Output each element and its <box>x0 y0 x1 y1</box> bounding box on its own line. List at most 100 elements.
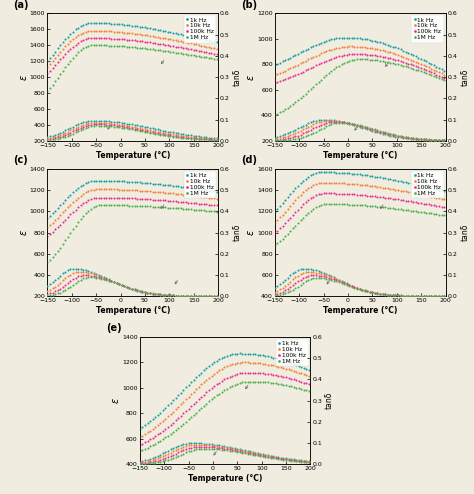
Point <box>177 451 185 458</box>
Point <box>338 118 346 125</box>
Point <box>276 290 284 298</box>
Point <box>386 291 394 299</box>
Point <box>438 292 446 300</box>
Point <box>213 391 220 399</box>
Point <box>433 210 440 218</box>
Point <box>356 123 363 131</box>
Point <box>361 55 368 63</box>
Point <box>264 453 272 461</box>
Point <box>162 127 169 135</box>
Point <box>105 277 113 285</box>
Point <box>190 46 197 54</box>
Point <box>364 125 371 133</box>
Point <box>328 67 335 75</box>
Point <box>149 129 156 137</box>
Point <box>226 351 233 359</box>
Point <box>305 387 313 395</box>
Point <box>292 126 299 134</box>
Point <box>371 203 379 210</box>
Point <box>440 292 448 300</box>
Point <box>218 388 226 396</box>
Point <box>200 186 208 194</box>
Point <box>102 27 110 35</box>
Point <box>154 411 162 419</box>
Point <box>77 272 84 280</box>
Point <box>113 42 120 50</box>
Point <box>203 441 210 449</box>
Point <box>177 130 184 138</box>
Point <box>340 118 348 126</box>
Point <box>180 130 187 138</box>
Point <box>361 287 368 294</box>
Point <box>404 134 412 142</box>
Point <box>353 180 361 188</box>
Point <box>85 267 92 275</box>
Point <box>72 268 79 276</box>
Point <box>92 273 100 281</box>
Point <box>120 282 128 290</box>
Point <box>369 127 376 135</box>
Point <box>412 135 419 143</box>
Point <box>325 168 333 176</box>
Point <box>397 187 404 195</box>
Point <box>440 77 448 84</box>
Point <box>208 292 215 300</box>
Point <box>49 81 56 88</box>
Point <box>200 53 208 61</box>
Point <box>144 428 151 436</box>
Point <box>110 194 118 202</box>
Point <box>298 385 305 393</box>
Point <box>382 47 389 55</box>
Point <box>159 189 166 197</box>
Point <box>95 271 102 279</box>
Point <box>420 68 428 76</box>
Point <box>276 281 284 288</box>
Point <box>297 179 304 187</box>
Point <box>95 272 102 280</box>
Point <box>100 275 108 283</box>
Point <box>74 273 82 281</box>
Point <box>51 288 59 295</box>
Point <box>177 43 184 51</box>
Point <box>138 446 146 454</box>
Point <box>366 36 374 44</box>
Point <box>417 60 425 68</box>
Point <box>180 292 187 300</box>
Point <box>420 65 428 73</box>
Point <box>415 292 422 300</box>
Point <box>62 126 69 134</box>
Point <box>210 292 218 300</box>
Point <box>284 285 292 293</box>
Point <box>180 38 187 46</box>
Point <box>280 454 287 462</box>
Point <box>182 292 190 300</box>
Point <box>307 275 315 283</box>
Point <box>202 134 210 142</box>
Point <box>126 178 133 186</box>
Point <box>271 79 279 87</box>
Point <box>282 287 289 294</box>
Point <box>340 179 348 187</box>
Point <box>282 130 289 138</box>
Point <box>80 275 87 283</box>
Point <box>312 266 320 274</box>
Point <box>174 49 182 57</box>
Point <box>210 49 218 57</box>
Point <box>182 445 190 453</box>
Point <box>286 214 294 222</box>
Point <box>110 177 118 185</box>
Point <box>100 274 108 282</box>
Point <box>282 219 289 227</box>
Point <box>322 123 330 130</box>
Point <box>213 441 220 449</box>
Point <box>102 122 110 130</box>
Point <box>415 292 422 300</box>
Point <box>361 123 368 130</box>
Point <box>322 271 330 279</box>
Point <box>435 292 443 300</box>
Point <box>49 228 56 236</box>
Point <box>425 136 433 144</box>
Point <box>379 53 386 61</box>
Point <box>87 121 95 128</box>
Point <box>149 289 156 297</box>
